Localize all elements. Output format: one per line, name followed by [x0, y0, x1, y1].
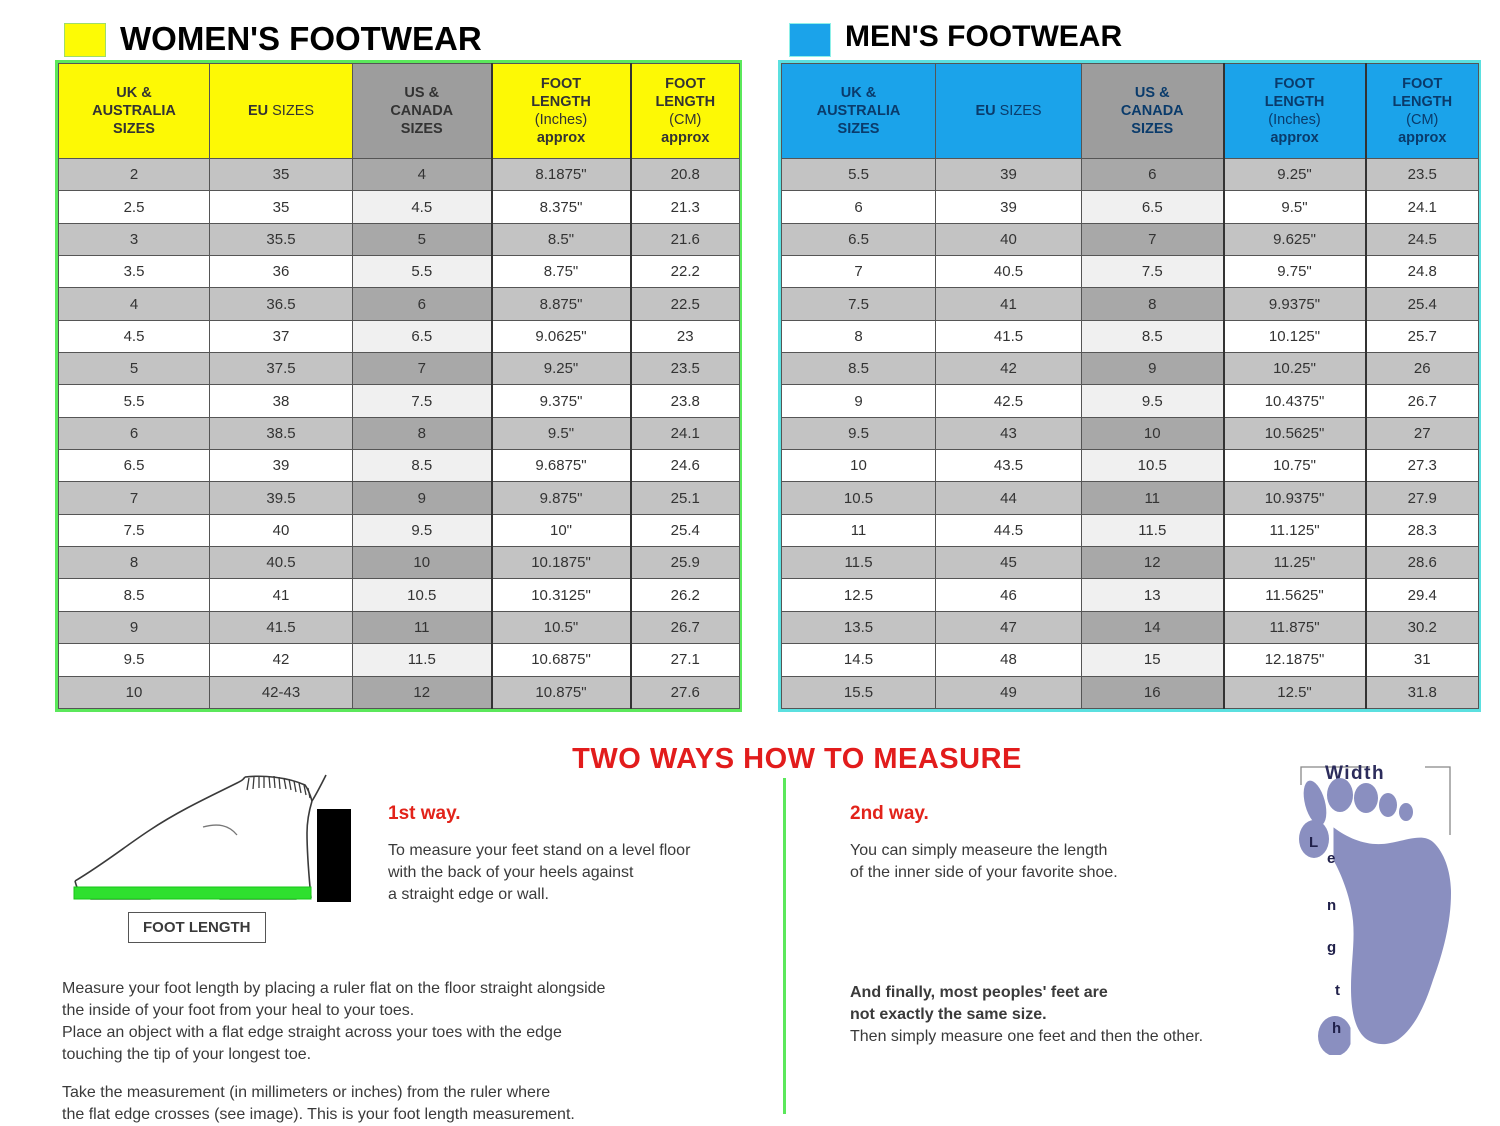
svg-text:e: e — [1327, 850, 1335, 867]
svg-text:h: h — [1332, 1020, 1341, 1037]
svg-text:L: L — [1309, 834, 1318, 851]
svg-text:g: g — [1327, 939, 1336, 956]
svg-text:n: n — [1327, 897, 1336, 914]
svg-text:t: t — [1335, 982, 1340, 999]
